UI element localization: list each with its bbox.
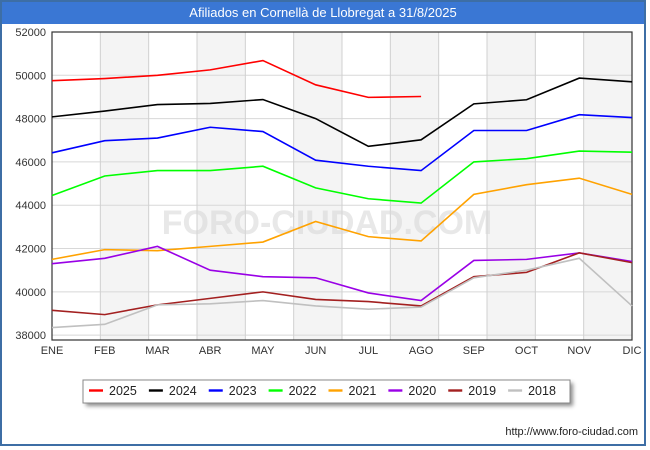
svg-text:2018: 2018	[528, 384, 556, 398]
svg-text:2019: 2019	[468, 384, 496, 398]
svg-text:2021: 2021	[349, 384, 377, 398]
svg-text:2025: 2025	[109, 384, 137, 398]
svg-text:2023: 2023	[229, 384, 257, 398]
svg-text:2022: 2022	[289, 384, 317, 398]
svg-text:2020: 2020	[408, 384, 436, 398]
svg-text:2024: 2024	[169, 384, 197, 398]
